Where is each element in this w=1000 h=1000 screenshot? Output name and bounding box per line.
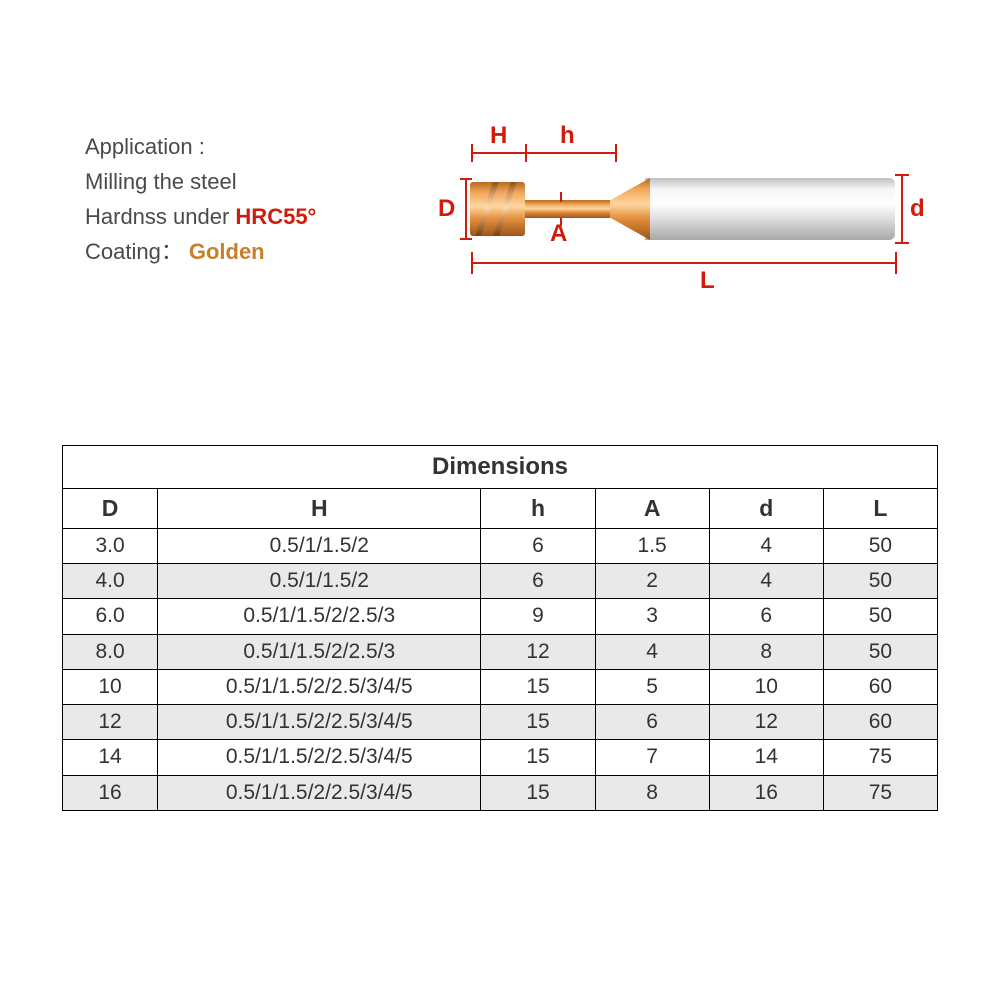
tool-neck (520, 200, 610, 218)
table-cell: 50 (823, 634, 937, 669)
table-cell: 4 (709, 528, 823, 563)
dim-tick (895, 252, 897, 274)
table-cell: 4 (709, 564, 823, 599)
dim-label-h: h (560, 122, 575, 150)
dim-line (901, 174, 903, 244)
table-cell: 50 (823, 528, 937, 563)
top-section: Application : Milling the steel Hardnss … (85, 130, 940, 300)
dim-label-A: A (550, 220, 567, 248)
table-cell: 6.0 (63, 599, 158, 634)
table-row: 4.00.5/1/1.5/262450 (63, 564, 938, 599)
table-cell: 3 (595, 599, 709, 634)
table-cell: 2 (595, 564, 709, 599)
table-cell: 6 (709, 599, 823, 634)
hardness-prefix: Hardnss under (85, 204, 235, 229)
table-title-row: Dimensions (63, 446, 938, 489)
tool-diagram: D H h A d L (400, 120, 940, 300)
tool-shank (645, 178, 895, 240)
dimensions-table-wrap: Dimensions D H h A d L 3.00.5/1/1.5/261.… (62, 445, 938, 811)
table-cell: 9 (481, 599, 595, 634)
dim-label-D: D (438, 195, 455, 223)
tool-cutter (470, 182, 525, 236)
table-body: 3.00.5/1/1.5/261.54504.00.5/1/1.5/262450… (63, 528, 938, 810)
table-cell: 0.5/1/1.5/2/2.5/3/4/5 (158, 705, 481, 740)
col-header: D (63, 489, 158, 529)
table-cell: 75 (823, 775, 937, 810)
table-cell: 5 (595, 669, 709, 704)
table-cell: 75 (823, 740, 937, 775)
table-cell: 15 (481, 669, 595, 704)
table-cell: 8 (709, 634, 823, 669)
col-header: L (823, 489, 937, 529)
application-line2: Hardnss under HRC55° (85, 200, 395, 233)
table-cell: 12 (481, 634, 595, 669)
table-cell: 14 (63, 740, 158, 775)
table-cell: 3.0 (63, 528, 158, 563)
table-cell: 8.0 (63, 634, 158, 669)
dim-line (560, 192, 562, 202)
coating-line: Coating：Golden (85, 235, 395, 268)
table-cell: 14 (709, 740, 823, 775)
table-cell: 6 (481, 564, 595, 599)
dim-line (560, 218, 562, 226)
table-cell: 15 (481, 740, 595, 775)
table-cell: 0.5/1/1.5/2/2.5/3/4/5 (158, 740, 481, 775)
dim-tick (471, 144, 473, 162)
table-row: 140.5/1/1.5/2/2.5/3/4/51571475 (63, 740, 938, 775)
coating-label: Coating： (85, 239, 183, 264)
col-header: A (595, 489, 709, 529)
table-row: 160.5/1/1.5/2/2.5/3/4/51581675 (63, 775, 938, 810)
table-row: 3.00.5/1/1.5/261.5450 (63, 528, 938, 563)
table-title: Dimensions (63, 446, 938, 489)
application-line1: Milling the steel (85, 165, 395, 198)
table-cell: 16 (63, 775, 158, 810)
table-cell: 12 (63, 705, 158, 740)
table-cell: 0.5/1/1.5/2/2.5/3/4/5 (158, 669, 481, 704)
table-cell: 6 (481, 528, 595, 563)
table-row: 120.5/1/1.5/2/2.5/3/4/51561260 (63, 705, 938, 740)
col-header: d (709, 489, 823, 529)
col-header: h (481, 489, 595, 529)
table-row: 6.00.5/1/1.5/2/2.5/393650 (63, 599, 938, 634)
table-cell: 0.5/1/1.5/2 (158, 564, 481, 599)
dim-label-d: d (910, 195, 925, 223)
table-cell: 8 (595, 775, 709, 810)
table-cell: 50 (823, 599, 937, 634)
dim-label-H: H (490, 122, 507, 150)
dim-tick (615, 144, 617, 162)
dim-line (527, 152, 617, 154)
table-cell: 4.0 (63, 564, 158, 599)
col-header: H (158, 489, 481, 529)
dim-line (472, 262, 897, 264)
table-header-row: D H h A d L (63, 489, 938, 529)
table-cell: 15 (481, 705, 595, 740)
dim-line (465, 178, 467, 240)
table-cell: 60 (823, 705, 937, 740)
hrc-value: HRC55° (235, 204, 316, 229)
coating-value: Golden (189, 239, 265, 264)
table-cell: 0.5/1/1.5/2 (158, 528, 481, 563)
table-cell: 7 (595, 740, 709, 775)
table-cell: 10 (63, 669, 158, 704)
table-cell: 12 (709, 705, 823, 740)
table-cell: 15 (481, 775, 595, 810)
table-cell: 0.5/1/1.5/2/2.5/3/4/5 (158, 775, 481, 810)
table-row: 8.00.5/1/1.5/2/2.5/3124850 (63, 634, 938, 669)
table-row: 100.5/1/1.5/2/2.5/3/4/51551060 (63, 669, 938, 704)
dim-label-L: L (700, 267, 715, 295)
table-cell: 0.5/1/1.5/2/2.5/3 (158, 634, 481, 669)
table-cell: 6 (595, 705, 709, 740)
table-cell: 0.5/1/1.5/2/2.5/3 (158, 599, 481, 634)
application-label: Application : (85, 130, 395, 163)
table-cell: 10 (709, 669, 823, 704)
dim-tick (471, 252, 473, 274)
table-cell: 50 (823, 564, 937, 599)
table-cell: 60 (823, 669, 937, 704)
table-cell: 4 (595, 634, 709, 669)
table-cell: 16 (709, 775, 823, 810)
table-cell: 1.5 (595, 528, 709, 563)
dimensions-table: Dimensions D H h A d L 3.00.5/1/1.5/261.… (62, 445, 938, 811)
dim-line (472, 152, 527, 154)
info-text: Application : Milling the steel Hardnss … (85, 130, 395, 270)
